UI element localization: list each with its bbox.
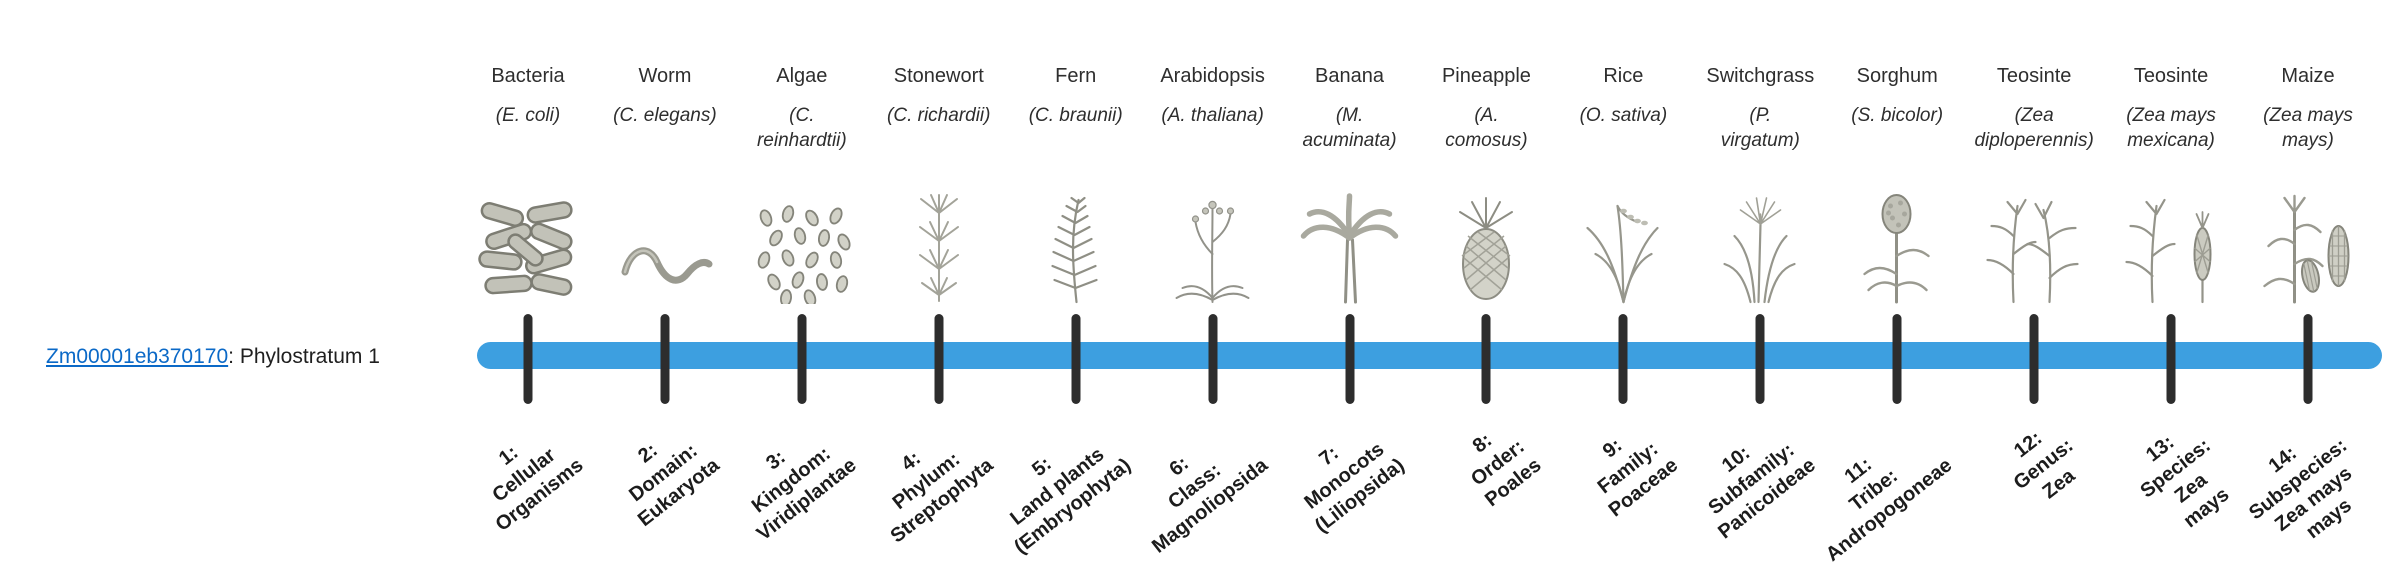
taxon-scientific-name: (A. comosus)	[1445, 105, 1528, 152]
timeline-tick	[1345, 314, 1355, 404]
taxon-names: Teosinte (Zea mays mexicana)	[2083, 64, 2259, 153]
timeline-tick	[1208, 314, 1218, 404]
stratum-label: 3: Kingdom: Viridiplantae	[747, 442, 861, 546]
arabidopsis-illustration	[1170, 192, 1255, 304]
taxon-names: Pineapple (A. comosus)	[1398, 64, 1574, 153]
timeline-tick	[523, 314, 533, 404]
taxon-scientific-name: (Zea mays mexicana)	[2126, 105, 2216, 152]
taxon-names: Arabidopsis (A. thaliana)	[1125, 64, 1301, 128]
stratum-label: 10: Subfamily: Panicoideae	[1704, 438, 1820, 544]
stratum-label: 1: Cellular Organisms	[487, 441, 587, 536]
taxon-names: Switchgrass (P. virgatum)	[1672, 64, 1848, 153]
taxon-scientific-name: (Zea mays mays)	[2263, 105, 2353, 152]
taxon-scientific-name: (A. thaliana)	[1161, 105, 1264, 126]
taxon-scientific-name: (O. sativa)	[1579, 105, 1668, 126]
stratum-label: 7: Monocots (Liliopsida)	[1300, 438, 1409, 538]
taxon-scientific-name: (P. virgatum)	[1720, 105, 1800, 152]
taxon-scientific-name: (C. elegans)	[613, 105, 717, 126]
maize-illustration	[2261, 192, 2356, 304]
stonewort-illustration	[904, 189, 974, 304]
timeline-tick	[1892, 314, 1902, 404]
taxon-common-name: Fern	[1055, 65, 1097, 87]
timeline-tick	[1618, 314, 1628, 404]
worm-illustration	[615, 214, 715, 304]
taxon-common-name: Switchgrass	[1706, 65, 1815, 87]
taxon-scientific-name: (Zea diploperennis)	[1974, 105, 2094, 152]
taxon-names: Rice (O. sativa)	[1535, 64, 1711, 128]
stratum-label: 12: Genus: Zea	[2009, 427, 2080, 504]
taxon-scientific-name: (C. braunii)	[1028, 105, 1123, 126]
taxon-names: Bacteria (E. coli)	[440, 64, 616, 128]
taxon-common-name: Stonewort	[893, 65, 984, 87]
taxon-common-name: Worm	[638, 65, 692, 87]
taxon-names: Fern (C. braunii)	[988, 64, 1164, 128]
taxon-common-name: Sorghum	[1856, 65, 1938, 87]
stratum-label: 5: Land plants (Embryophyta)	[1005, 443, 1135, 559]
timeline-tick	[2303, 314, 2313, 404]
taxon-common-name: Teosinte	[1996, 65, 2072, 87]
gene-id-link[interactable]: Zm00001eb370170	[46, 345, 229, 368]
stratum-label: 14: Subspecies: Zea mays mays	[2245, 434, 2357, 544]
stratum-label: 9: Family: Poaceae	[1593, 434, 1683, 522]
timeline-tick	[1071, 314, 1081, 404]
stratum-label: 13: Species: Zea mays	[2136, 431, 2234, 533]
stratum-label: 11: Tribe: Andropogoneae	[1821, 453, 1957, 566]
taxon-scientific-name: (E. coli)	[495, 105, 561, 126]
taxon-common-name: Teosinte	[2133, 65, 2209, 87]
taxon-common-name: Pineapple	[1441, 65, 1531, 87]
teosinte-mexicana-illustration	[2119, 192, 2224, 304]
taxon-names: Worm (C. elegans)	[577, 64, 753, 128]
sorghum-illustration	[1855, 192, 1940, 304]
timeline-tick	[2029, 314, 2039, 404]
taxon-common-name: Rice	[1603, 65, 1644, 87]
taxon-names: Stonewort (C. richardii)	[851, 64, 1027, 128]
timeline-tick	[797, 314, 807, 404]
pineapple-illustration	[1450, 192, 1522, 304]
taxon-common-name: Bacteria	[491, 65, 565, 87]
taxon-scientific-name: (C. reinhardtii)	[756, 105, 847, 152]
fern-illustration	[1028, 192, 1123, 304]
taxon-common-name: Banana	[1315, 65, 1385, 87]
taxon-names: Teosinte (Zea diploperennis)	[1946, 64, 2122, 153]
phylostratum-text: : Phylostratum 1	[228, 345, 380, 368]
timeline-tick	[934, 314, 944, 404]
stratum-label: 8: Order: Poales	[1466, 429, 1546, 512]
taxon-common-name: Algae	[776, 65, 828, 87]
taxon-scientific-name: (M. acuminata)	[1302, 105, 1397, 152]
stratum-label: 2: Domain: Eukaryota	[625, 439, 724, 532]
gene-label: Zm00001eb370170: Phylostratum 1	[46, 345, 380, 369]
timeline-bar	[477, 342, 2382, 369]
taxon-names: Algae (C. reinhardtii)	[714, 64, 890, 153]
taxon-names: Sorghum (S. bicolor)	[1809, 64, 1985, 128]
taxon-common-name: Arabidopsis	[1160, 65, 1265, 87]
stratum-label: 4: Phylum: Streptophyta	[886, 447, 998, 548]
taxon-names: Banana (M. acuminata)	[1262, 64, 1438, 153]
teosinte-diploperennis-illustration	[1982, 192, 2087, 304]
algae-illustration	[752, 204, 852, 307]
timeline-tick	[1481, 314, 1491, 404]
timeline-tick	[1755, 314, 1765, 404]
rice-illustration	[1576, 192, 1671, 304]
timeline-tick	[2166, 314, 2176, 404]
taxon-scientific-name: (S. bicolor)	[1851, 105, 1944, 126]
timeline-tick	[660, 314, 670, 404]
taxon-scientific-name: (C. richardii)	[887, 105, 991, 126]
banana-illustration	[1297, 192, 1402, 304]
bacteria-illustration	[476, 199, 581, 304]
taxon-names: Maize (Zea mays mays)	[2220, 64, 2396, 153]
stratum-label: 6: Class: Magnoliopsida	[1147, 452, 1272, 558]
taxon-common-name: Maize	[2281, 65, 2335, 87]
switchgrass-illustration	[1713, 192, 1808, 304]
